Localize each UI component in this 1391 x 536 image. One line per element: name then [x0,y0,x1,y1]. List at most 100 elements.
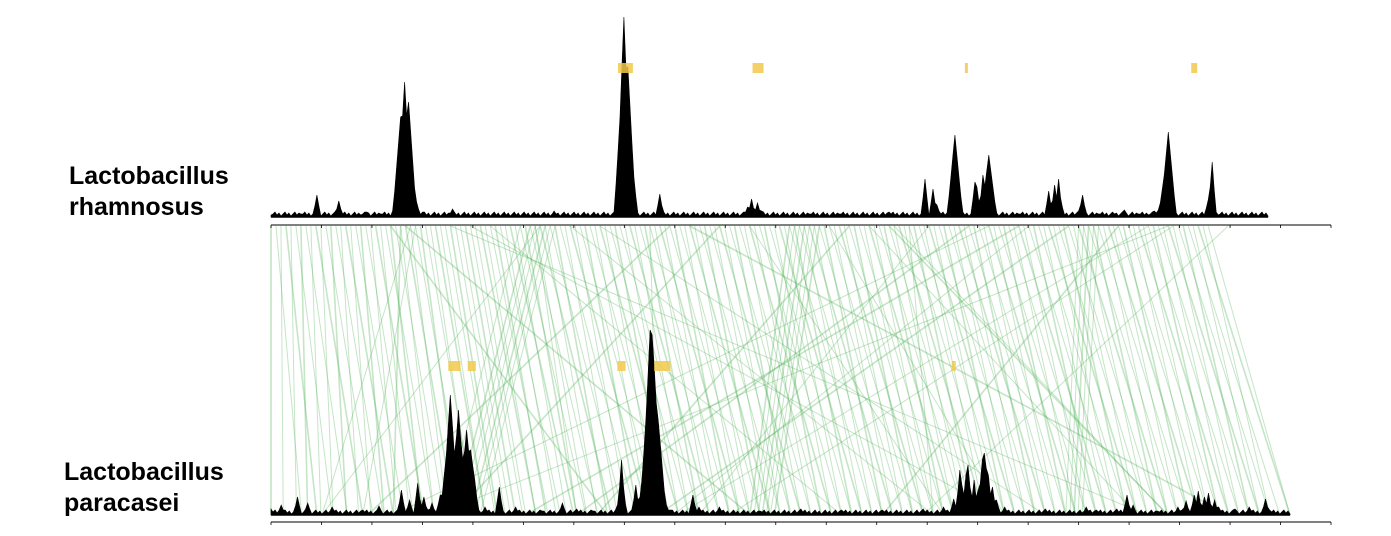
synteny-link [1142,225,1209,516]
synteny-link [1077,225,1169,516]
synteny-link [978,225,1067,516]
synteny-link [295,225,333,516]
synteny-link [749,225,944,516]
synteny-link [1107,225,1200,516]
synteny-link [888,225,975,516]
synteny-link [1152,225,1220,516]
synteny-link [893,225,1169,516]
synteny-link [973,225,1037,516]
synteny-link [389,225,423,516]
synteny-link [365,225,415,516]
synteny-link [525,225,1020,516]
synteny-link [1197,225,1291,516]
synteny-link [664,225,720,516]
synteny-link [993,225,1057,516]
synteny-link [405,225,751,516]
synteny-link [305,225,348,516]
synteny-link [1157,225,1250,516]
synteny-link [1177,225,1271,516]
synteny-link [385,225,435,516]
synteny-link [433,225,1169,516]
synteny-link [539,225,613,516]
synteny-link [504,225,557,516]
synteny-link [763,225,823,516]
synteny-link [285,225,318,516]
synteny-link [709,225,792,516]
synteny-link [474,225,551,516]
synteny-link [988,225,1077,516]
synteny-link [888,225,1169,516]
synteny-link [1112,225,1179,516]
synteny-link [858,225,945,516]
synteny-link [893,225,955,516]
bottom-genome-track [270,329,1332,525]
synteny-link [798,225,883,516]
synteny-link [584,225,639,516]
synteny-link [1032,225,1098,516]
synteny-link [1065,225,1080,516]
synteny-link [315,225,364,516]
top-coverage-peaks [270,16,1269,218]
synteny-link [689,225,1230,516]
synteny-link [669,225,751,516]
synteny-link [321,225,541,516]
synteny-link [678,225,1149,516]
synteny-link [474,225,527,516]
synteny-link [574,225,629,516]
synteny-link [744,225,802,516]
synteny-link [703,225,761,516]
top-island [617,63,633,73]
synteny-link [1043,225,1108,516]
synteny-link [783,225,843,516]
synteny-link [280,225,284,516]
synteny-link [739,225,822,516]
synteny-link [757,225,800,516]
synteny-link [321,225,412,516]
bottom-island [654,361,671,371]
synteny-link [393,225,990,516]
synteny-link [983,225,1046,516]
synteny-link [1062,225,1128,516]
synteny-link [320,225,334,516]
synteny-link [813,225,873,516]
synteny-link [1073,225,1138,516]
synteny-link [823,225,884,516]
synteny-link [718,225,802,516]
synteny-link [359,225,385,516]
synteny-link [818,225,904,516]
synteny-link [1038,225,1128,516]
top-island [964,63,968,73]
synteny-link [769,225,853,516]
synteny-link [454,225,506,516]
synteny-link [479,225,537,516]
synteny-link [943,225,1006,516]
synteny-link [534,225,588,516]
synteny-link [878,225,965,516]
synteny-link [410,225,448,516]
synteny-link [733,225,792,516]
top-island [1191,63,1198,73]
synteny-link [963,225,1026,516]
synteny-link [340,225,360,516]
synteny-link [761,225,806,516]
synteny-link [699,225,781,516]
synteny-link [1147,225,1240,516]
synteny-link [698,225,930,516]
synteny-link [534,225,578,516]
synteny-link [469,225,546,516]
synteny-link [828,225,914,516]
synteny-link [1167,225,1261,516]
genome-name-bottom-line1: Lactobacillus [64,458,224,486]
synteny-link [1182,225,1251,516]
synteny-link [724,225,781,516]
genome-label-bottom: Lactobacillus paracasei [64,457,224,519]
synteny-link [773,225,832,516]
synteny-link [374,225,425,516]
synteny-link [344,225,395,516]
synteny-link [1013,225,1077,516]
synteny-link [873,225,934,516]
synteny-link [290,225,297,516]
synteny-link [754,225,812,516]
genome-name-top-line1: Lactobacillus [69,162,229,190]
synteny-link [569,225,934,516]
